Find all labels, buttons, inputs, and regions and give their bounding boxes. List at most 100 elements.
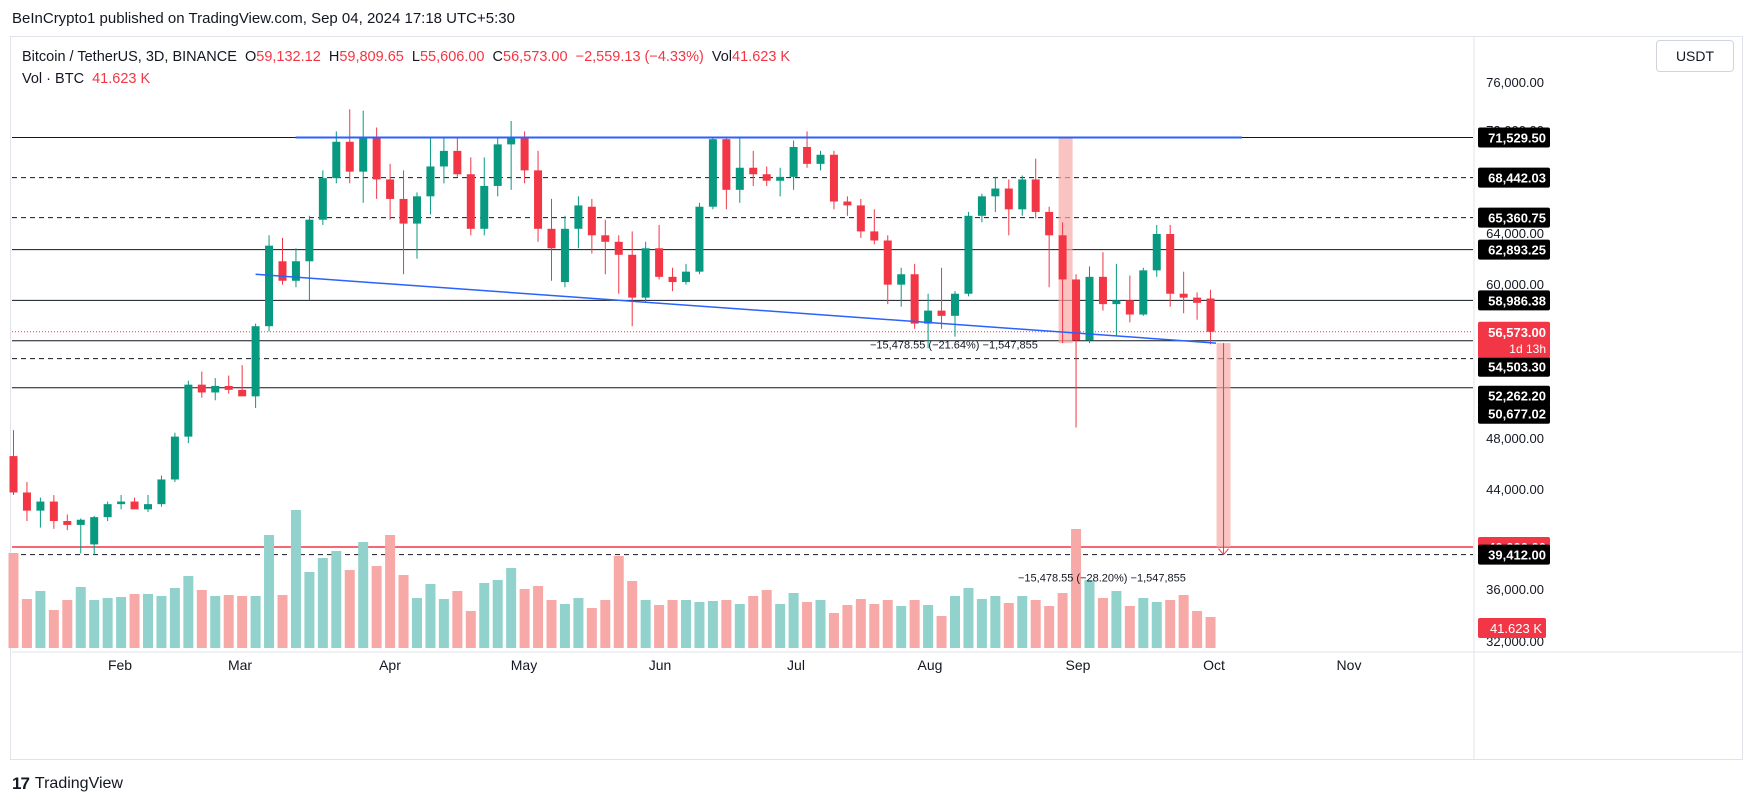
open-value: 59,132.12 <box>256 49 321 65</box>
ohlc-row: Bitcoin / TetherUS, 3D, BINANCE O59,132.… <box>22 46 790 68</box>
volume-bar <box>869 604 880 648</box>
volume-bar <box>546 600 557 648</box>
volume-bar <box>358 542 369 648</box>
candle-body <box>614 241 623 255</box>
publisher-text: BeInCrypto1 published on TradingView.com… <box>12 10 515 27</box>
volume-bar <box>385 535 396 648</box>
volume-bar <box>1124 606 1135 648</box>
volume-bar <box>600 600 611 648</box>
volume-bar <box>344 570 355 648</box>
volume-bar <box>1151 602 1162 648</box>
candle-body <box>991 188 1000 197</box>
annotation-drop-2: −15,478.55 (−28.20%) −1,547,855 <box>1018 573 1186 585</box>
candle-body <box>829 154 838 202</box>
candle-body <box>937 310 946 316</box>
projection-arrow-head <box>1218 548 1229 556</box>
currency-button[interactable]: USDT <box>1656 40 1734 72</box>
countdown-label: 1d 13h <box>1509 342 1546 356</box>
symbol-label[interactable]: Bitcoin / TetherUS, 3D, BINANCE <box>22 49 237 65</box>
volume-bar <box>533 586 544 648</box>
candle-body <box>1085 276 1094 341</box>
price-label-4: 58,986.38 <box>1488 293 1546 308</box>
volume-bar <box>371 566 382 648</box>
candle-body <box>816 154 825 164</box>
candle-body <box>1098 276 1107 305</box>
volume-bar <box>304 572 315 648</box>
volume-bar <box>196 590 207 648</box>
candle-body <box>924 310 933 324</box>
candle-body <box>776 176 785 181</box>
candle-body <box>1166 233 1175 294</box>
volume-bar <box>317 558 328 648</box>
candle-body <box>870 231 879 241</box>
candle-body <box>560 228 569 283</box>
candle-body <box>399 198 408 224</box>
last-price-label: 56,573.00 <box>1488 325 1546 340</box>
candle-body <box>224 385 233 390</box>
volume-bar <box>909 600 920 648</box>
candle-body <box>1018 179 1027 210</box>
volume-bar <box>842 605 853 648</box>
volume-bar <box>950 596 960 648</box>
volume-bar <box>492 580 503 648</box>
candle-body <box>305 219 314 262</box>
volume-bar <box>936 616 947 648</box>
volume-bar <box>143 594 153 648</box>
candle-body <box>655 248 664 277</box>
volume-bar <box>398 575 409 648</box>
volume-bar <box>264 535 275 648</box>
candle-body <box>628 254 637 298</box>
tradingview-brand[interactable]: TradingView <box>34 775 123 792</box>
volume-bar <box>1205 617 1216 648</box>
y-axis-tick-label: 44,000.00 <box>1486 482 1544 497</box>
volume-bar <box>586 608 597 648</box>
candle-body <box>345 141 354 172</box>
candle-body <box>1045 211 1054 236</box>
candle-body <box>480 185 489 229</box>
chart-frame[interactable] <box>10 36 1743 760</box>
volume-bar <box>452 591 463 648</box>
x-axis-tick-label: Feb <box>108 657 132 673</box>
volume-bar <box>559 604 570 648</box>
volume-series-label[interactable]: Vol · BTC <box>22 71 85 87</box>
price-label-bg-1 <box>1478 167 1550 188</box>
volume-bar <box>102 598 113 648</box>
low-label: L <box>411 49 420 65</box>
price-label-0: 71,529.50 <box>1488 131 1546 146</box>
volume-bar <box>734 604 745 648</box>
volume-bar <box>465 611 476 648</box>
support-trendline <box>255 273 1217 344</box>
candle-body <box>1179 293 1188 298</box>
candle-body <box>601 235 610 242</box>
volume-bar <box>667 600 678 648</box>
tradingview-logo-icon[interactable]: 17 <box>12 774 30 793</box>
candle-body <box>157 479 166 505</box>
volume-bar <box>331 551 342 648</box>
candle-body <box>1125 300 1134 315</box>
vol-value: 41.623 K <box>732 49 791 65</box>
volume-bar <box>855 599 866 648</box>
candle-body <box>103 504 112 518</box>
candle-body <box>76 519 85 525</box>
candle-body <box>910 274 919 324</box>
candle-body <box>534 170 543 229</box>
candle-body <box>36 501 45 511</box>
volume-bar <box>519 589 530 648</box>
low-value: 55,606.00 <box>419 49 485 65</box>
candle-body <box>1139 270 1148 315</box>
volume-bar <box>613 556 624 648</box>
volume-bar <box>290 510 301 648</box>
candle-body <box>184 384 193 437</box>
candle-body <box>493 144 502 186</box>
candle-body <box>977 196 986 216</box>
candle-body <box>9 456 18 493</box>
candle-body <box>762 174 771 181</box>
candle-body <box>587 206 596 236</box>
x-axis-tick-label: Oct <box>1203 657 1225 673</box>
volume-bar <box>1097 598 1108 648</box>
price-label-bg-4 <box>1478 290 1550 311</box>
candle-body <box>722 139 731 190</box>
volume-bar <box>815 600 826 648</box>
volume-bar <box>573 598 584 648</box>
